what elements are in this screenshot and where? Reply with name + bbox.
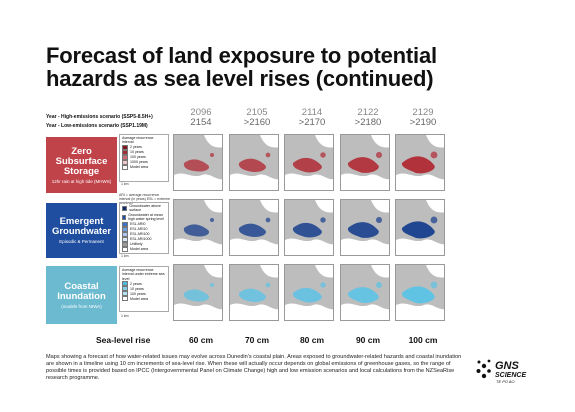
legend-swatch — [122, 205, 128, 211]
legend-swatch — [122, 226, 128, 232]
hazard-map — [395, 264, 445, 321]
rise-label-70: 70 cm — [244, 335, 270, 345]
year-high-label: Year - High-emissions scenario (SSP5-8.5… — [46, 114, 153, 120]
hazard-map — [173, 264, 223, 321]
legend-coastal-inundation: Average recurrence interval under extrem… — [119, 266, 169, 312]
sea-level-rise-label: Sea-level rise — [96, 335, 151, 345]
legend-swatch — [122, 164, 128, 170]
year-column-3: 2114 >2170 — [298, 107, 326, 128]
hazard-map — [173, 134, 223, 191]
legend-zero-subsurface: Average recurrence interval 2 years 10 y… — [119, 134, 169, 182]
legend-emergent-groundwater: Groundwater above surface Groundwater at… — [119, 202, 169, 254]
legend-swatch — [122, 231, 128, 237]
scale-bar-3: 1 km — [121, 314, 129, 318]
hazard-map — [229, 264, 279, 321]
description: Maps showing a forecast of how water-rel… — [46, 354, 462, 381]
legend-swatch — [122, 236, 128, 242]
legend-swatch — [122, 246, 128, 252]
svg-text:SCIENCE: SCIENCE — [495, 372, 526, 379]
legend-swatch — [122, 286, 128, 292]
gns-science-logo: GNS SCIENCE TE PŪ AO — [475, 357, 545, 387]
rise-label-100: 100 cm — [408, 335, 438, 345]
year-low-label: Year - Low-emissions scenario (SSP1.19M) — [46, 123, 148, 129]
category-emergent-groundwater: Emergent Groundwater Episodic & Permanen… — [46, 203, 117, 258]
year-column-2: 2105 >2160 — [243, 107, 271, 128]
legend-swatch — [122, 159, 128, 165]
legend-swatch — [122, 221, 128, 227]
hazard-map — [395, 199, 445, 256]
hazard-map — [284, 264, 334, 321]
legend-swatch — [122, 291, 128, 297]
hazard-map — [395, 134, 445, 191]
year-column-5: 2129 >2190 — [409, 107, 437, 128]
category-coastal-inundation: Coastal Inundation (models from NIWA) — [46, 266, 117, 324]
legend-swatch — [122, 296, 128, 302]
svg-text:GNS: GNS — [495, 360, 520, 372]
legend-swatch — [122, 241, 128, 247]
rise-label-90: 90 cm — [355, 335, 381, 345]
legend-note: ARI = average recurrence interval (in ye… — [119, 193, 170, 205]
scale-bar-2: 1 km — [121, 254, 129, 258]
rise-label-80: 80 cm — [299, 335, 325, 345]
legend-swatch — [122, 149, 128, 155]
hazard-map — [173, 199, 223, 256]
legend-swatch — [122, 144, 128, 150]
legend-swatch — [122, 154, 128, 160]
page-title: Forecast of land exposure to potential h… — [46, 43, 437, 91]
hazard-map — [229, 134, 279, 191]
gns-logo-icon: GNS SCIENCE TE PŪ AO — [476, 359, 526, 384]
hazard-map — [229, 199, 279, 256]
hazard-map — [340, 134, 390, 191]
year-column-4: 2122 >2180 — [354, 107, 382, 128]
hazard-map — [284, 134, 334, 191]
hazard-map — [340, 264, 390, 321]
category-zero-subsurface-storage: Zero Subsurface Storage 12hr rain at hig… — [46, 137, 117, 193]
hazard-map — [284, 199, 334, 256]
hazard-map — [340, 199, 390, 256]
rise-label-60: 60 cm — [188, 335, 214, 345]
legend-swatch — [122, 281, 128, 287]
year-column-1: 2096 2154 — [190, 107, 212, 128]
scale-bar-1: 1 km — [121, 182, 129, 186]
svg-text:TE PŪ AO: TE PŪ AO — [496, 379, 515, 384]
legend-swatch — [122, 214, 127, 220]
